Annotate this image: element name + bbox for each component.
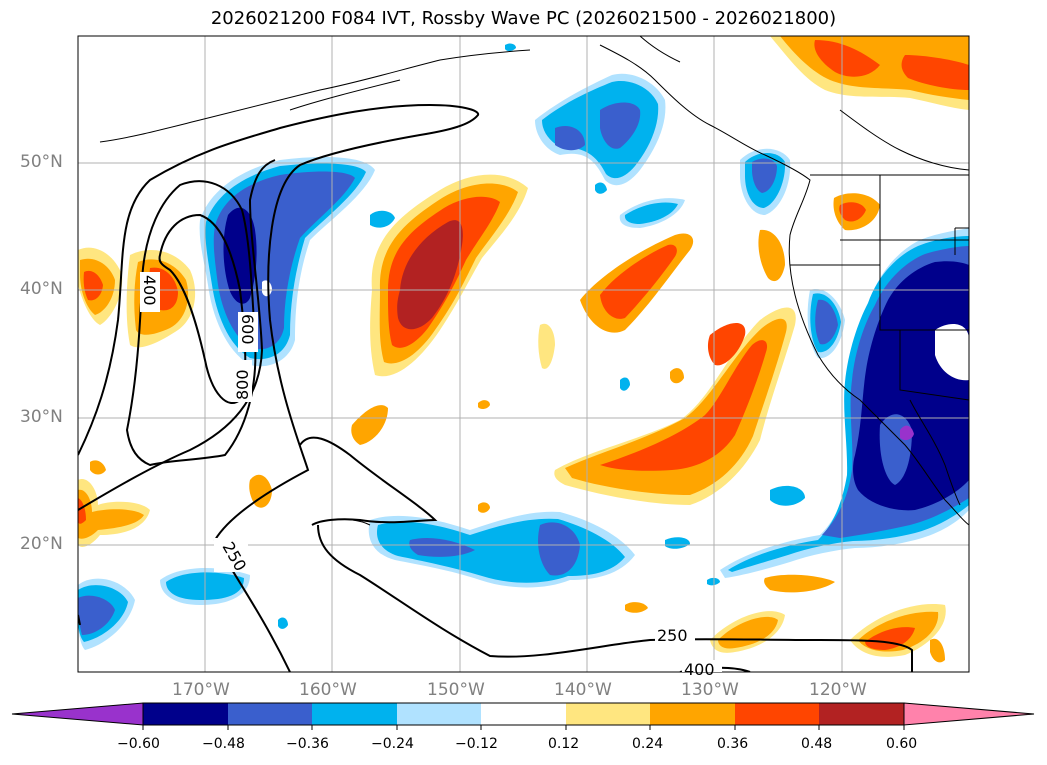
colorbar-tick-label: −0.36 bbox=[286, 736, 329, 752]
contour-label: 400 bbox=[140, 275, 159, 306]
colorbar-segment bbox=[312, 703, 397, 725]
ivt-contours bbox=[78, 103, 913, 672]
lat-label-30n: 30°N bbox=[20, 407, 63, 427]
colorbar-segment bbox=[903, 702, 1035, 726]
colorbar-ticks bbox=[142, 725, 905, 730]
lat-label-20n: 20°N bbox=[20, 534, 63, 554]
lon-label-170w: 170°W bbox=[172, 680, 230, 700]
colorbar-tick-label: −0.24 bbox=[371, 736, 414, 752]
colorbar-tick-label: −0.60 bbox=[117, 736, 160, 752]
map-title: 2026021200 F084 IVT, Rossby Wave PC (202… bbox=[210, 8, 837, 29]
colorbar-tick-label: 0.48 bbox=[801, 736, 833, 752]
colorbar-tick-label: 0.24 bbox=[632, 736, 664, 752]
lat-label-50n: 50°N bbox=[20, 152, 63, 172]
colorbar-segment bbox=[11, 702, 144, 726]
contour-label-group: 400 600 800 250 250 400 bbox=[140, 272, 722, 679]
map-frame bbox=[77, 35, 970, 673]
colorbar-tick-label: 0.36 bbox=[717, 736, 749, 752]
colorbar-segment bbox=[481, 703, 566, 725]
lon-label-160w: 160°W bbox=[299, 680, 357, 700]
colorbar bbox=[11, 702, 1035, 730]
colorbar-segment bbox=[650, 703, 735, 725]
colorbar-segment bbox=[819, 703, 904, 725]
colorbar-segment bbox=[228, 703, 312, 725]
lon-label-150w: 150°W bbox=[427, 680, 485, 700]
colorbar-tick-label: 0.60 bbox=[886, 736, 918, 752]
lat-label-40n: 40°N bbox=[20, 279, 63, 299]
contour-label: 600 bbox=[238, 314, 257, 345]
colorbar-tick-label: 0.12 bbox=[548, 736, 580, 752]
lon-label-130w: 130°W bbox=[681, 680, 739, 700]
colorbar-segment bbox=[566, 703, 650, 725]
contour-label: 800 bbox=[233, 369, 252, 400]
coastlines bbox=[99, 36, 969, 526]
negative-anomaly-fill bbox=[78, 43, 969, 650]
contour-label: 250 bbox=[657, 626, 688, 645]
colorbar-tick-label: −0.48 bbox=[202, 736, 245, 752]
colorbar-segment bbox=[735, 703, 819, 725]
colorbar-frame bbox=[142, 702, 905, 726]
positive-anomaly-fill bbox=[78, 36, 969, 663]
colorbar-segment bbox=[143, 703, 228, 725]
map-plot-area bbox=[78, 36, 969, 672]
contour-label: 400 bbox=[684, 660, 715, 679]
lon-label-140w: 140°W bbox=[554, 680, 612, 700]
colorbar-tick-label: −0.12 bbox=[455, 736, 498, 752]
lon-label-120w: 120°W bbox=[809, 680, 867, 700]
colorbar-segment bbox=[397, 703, 481, 725]
